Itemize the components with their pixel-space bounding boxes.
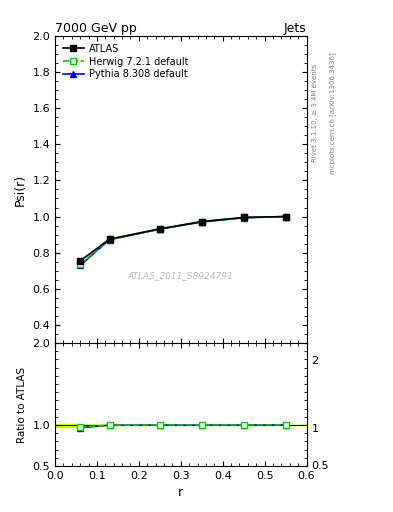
Text: Rivet 3.1.10, ≥ 3.4M events: Rivet 3.1.10, ≥ 3.4M events (312, 63, 318, 162)
Y-axis label: Ratio to ATLAS: Ratio to ATLAS (17, 367, 27, 442)
Text: 7000 GeV pp: 7000 GeV pp (55, 22, 137, 35)
Legend: ATLAS, Herwig 7.2.1 default, Pythia 8.308 default: ATLAS, Herwig 7.2.1 default, Pythia 8.30… (60, 40, 191, 82)
Text: ATLAS_2011_S8924791: ATLAS_2011_S8924791 (128, 271, 234, 280)
X-axis label: r: r (178, 486, 184, 499)
Text: mcplots.cern.ch [arXiv:1306.3436]: mcplots.cern.ch [arXiv:1306.3436] (329, 52, 336, 174)
Y-axis label: Psi(r): Psi(r) (14, 174, 27, 205)
Text: Jets: Jets (284, 22, 307, 35)
Text: 0.5: 0.5 (312, 461, 329, 471)
Text: 2: 2 (312, 356, 319, 367)
Text: 1: 1 (312, 424, 319, 434)
